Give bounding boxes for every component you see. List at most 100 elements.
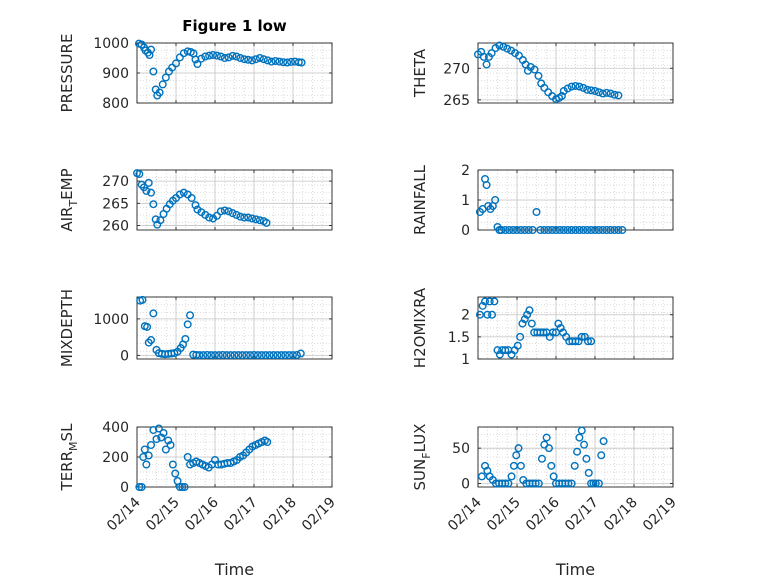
data-point bbox=[548, 225, 557, 234]
data-point bbox=[488, 310, 497, 319]
data-point bbox=[513, 225, 522, 234]
data-point bbox=[240, 55, 249, 64]
minor-grid bbox=[477, 426, 674, 488]
data-point bbox=[142, 460, 151, 469]
data-point bbox=[583, 85, 592, 94]
data-point bbox=[168, 460, 177, 469]
data-point bbox=[599, 437, 608, 446]
data-point bbox=[155, 88, 164, 97]
data-point bbox=[246, 351, 255, 360]
data-point bbox=[559, 225, 568, 234]
data-point bbox=[475, 310, 484, 319]
y-axis-label: H2OMIXRA bbox=[411, 287, 429, 368]
data-point bbox=[161, 445, 170, 454]
data-point bbox=[216, 207, 225, 216]
data-point bbox=[589, 479, 598, 488]
data-point bbox=[218, 350, 227, 359]
subplot-2: 265 270 THETA bbox=[411, 41, 674, 109]
data-point bbox=[292, 350, 301, 359]
data-point bbox=[547, 461, 556, 470]
data-point bbox=[567, 479, 576, 488]
subplot-4: 0 1 2 RAINFALL bbox=[411, 163, 674, 239]
data-point bbox=[244, 213, 253, 222]
data-point bbox=[161, 73, 170, 82]
data-point bbox=[236, 54, 245, 63]
data-point bbox=[570, 461, 579, 470]
data-series bbox=[475, 297, 596, 359]
data-point bbox=[575, 433, 584, 442]
y-tick-label: 265 bbox=[102, 196, 129, 212]
x-tick-label: 02/15 bbox=[143, 495, 183, 535]
data-point bbox=[571, 337, 580, 346]
y-tick-label: 200 bbox=[102, 450, 129, 466]
data-point bbox=[149, 426, 158, 435]
data-point bbox=[567, 82, 576, 91]
data-point bbox=[520, 315, 529, 324]
data-point bbox=[582, 454, 591, 463]
data-point bbox=[499, 42, 508, 51]
data-point bbox=[186, 311, 195, 320]
y-tick-label: 2 bbox=[461, 308, 470, 324]
data-point bbox=[495, 41, 504, 50]
data-point bbox=[175, 483, 184, 492]
data-point bbox=[504, 479, 513, 488]
data-series bbox=[136, 295, 305, 360]
data-point bbox=[479, 52, 488, 61]
data-point bbox=[152, 435, 161, 444]
data-point bbox=[197, 54, 206, 63]
x-tick-label: 02/19 bbox=[640, 495, 680, 535]
data-point bbox=[262, 218, 271, 227]
data-point bbox=[606, 89, 615, 98]
data-point bbox=[509, 225, 518, 234]
data-point bbox=[618, 225, 627, 234]
data-point bbox=[571, 81, 580, 90]
y-tick-label: 265 bbox=[443, 93, 470, 109]
data-point bbox=[614, 91, 623, 100]
data-point bbox=[525, 306, 534, 315]
data-point bbox=[556, 324, 565, 333]
data-point bbox=[175, 190, 184, 199]
data-point bbox=[482, 180, 491, 189]
tick-marks bbox=[136, 42, 333, 104]
data-point bbox=[294, 58, 303, 67]
data-point bbox=[477, 472, 486, 481]
data-point bbox=[606, 225, 615, 234]
data-point bbox=[501, 346, 510, 355]
data-point bbox=[179, 188, 188, 197]
data-point bbox=[598, 225, 607, 234]
x-tick-label: 02/16 bbox=[523, 494, 563, 534]
axes-box bbox=[477, 42, 674, 104]
data-point bbox=[145, 51, 154, 60]
data-point bbox=[275, 57, 284, 66]
x-tick-label: 02/19 bbox=[299, 495, 339, 535]
data-point bbox=[265, 351, 274, 360]
data-point bbox=[501, 225, 510, 234]
y-tick-label: 1000 bbox=[93, 312, 129, 328]
axes-box bbox=[477, 296, 674, 360]
data-point bbox=[602, 88, 611, 97]
data-point bbox=[524, 225, 533, 234]
data-point bbox=[220, 206, 229, 215]
data-point bbox=[539, 328, 548, 337]
data-point bbox=[168, 63, 177, 72]
data-point bbox=[183, 320, 192, 329]
data-point bbox=[297, 58, 306, 67]
data-point bbox=[563, 225, 572, 234]
data-point bbox=[232, 52, 241, 61]
data-point bbox=[482, 60, 491, 69]
data-point bbox=[147, 336, 156, 345]
data-point bbox=[193, 60, 202, 69]
data-point bbox=[212, 211, 221, 220]
data-point bbox=[516, 225, 525, 234]
data-point bbox=[147, 441, 156, 450]
data-point bbox=[487, 49, 496, 58]
data-point bbox=[587, 225, 596, 234]
data-point bbox=[149, 67, 158, 76]
y-tick-label: 1000 bbox=[93, 36, 129, 52]
data-point bbox=[579, 83, 588, 92]
data-point bbox=[507, 472, 516, 481]
data-point bbox=[199, 351, 208, 360]
data-point bbox=[236, 212, 245, 221]
data-point bbox=[575, 82, 584, 91]
